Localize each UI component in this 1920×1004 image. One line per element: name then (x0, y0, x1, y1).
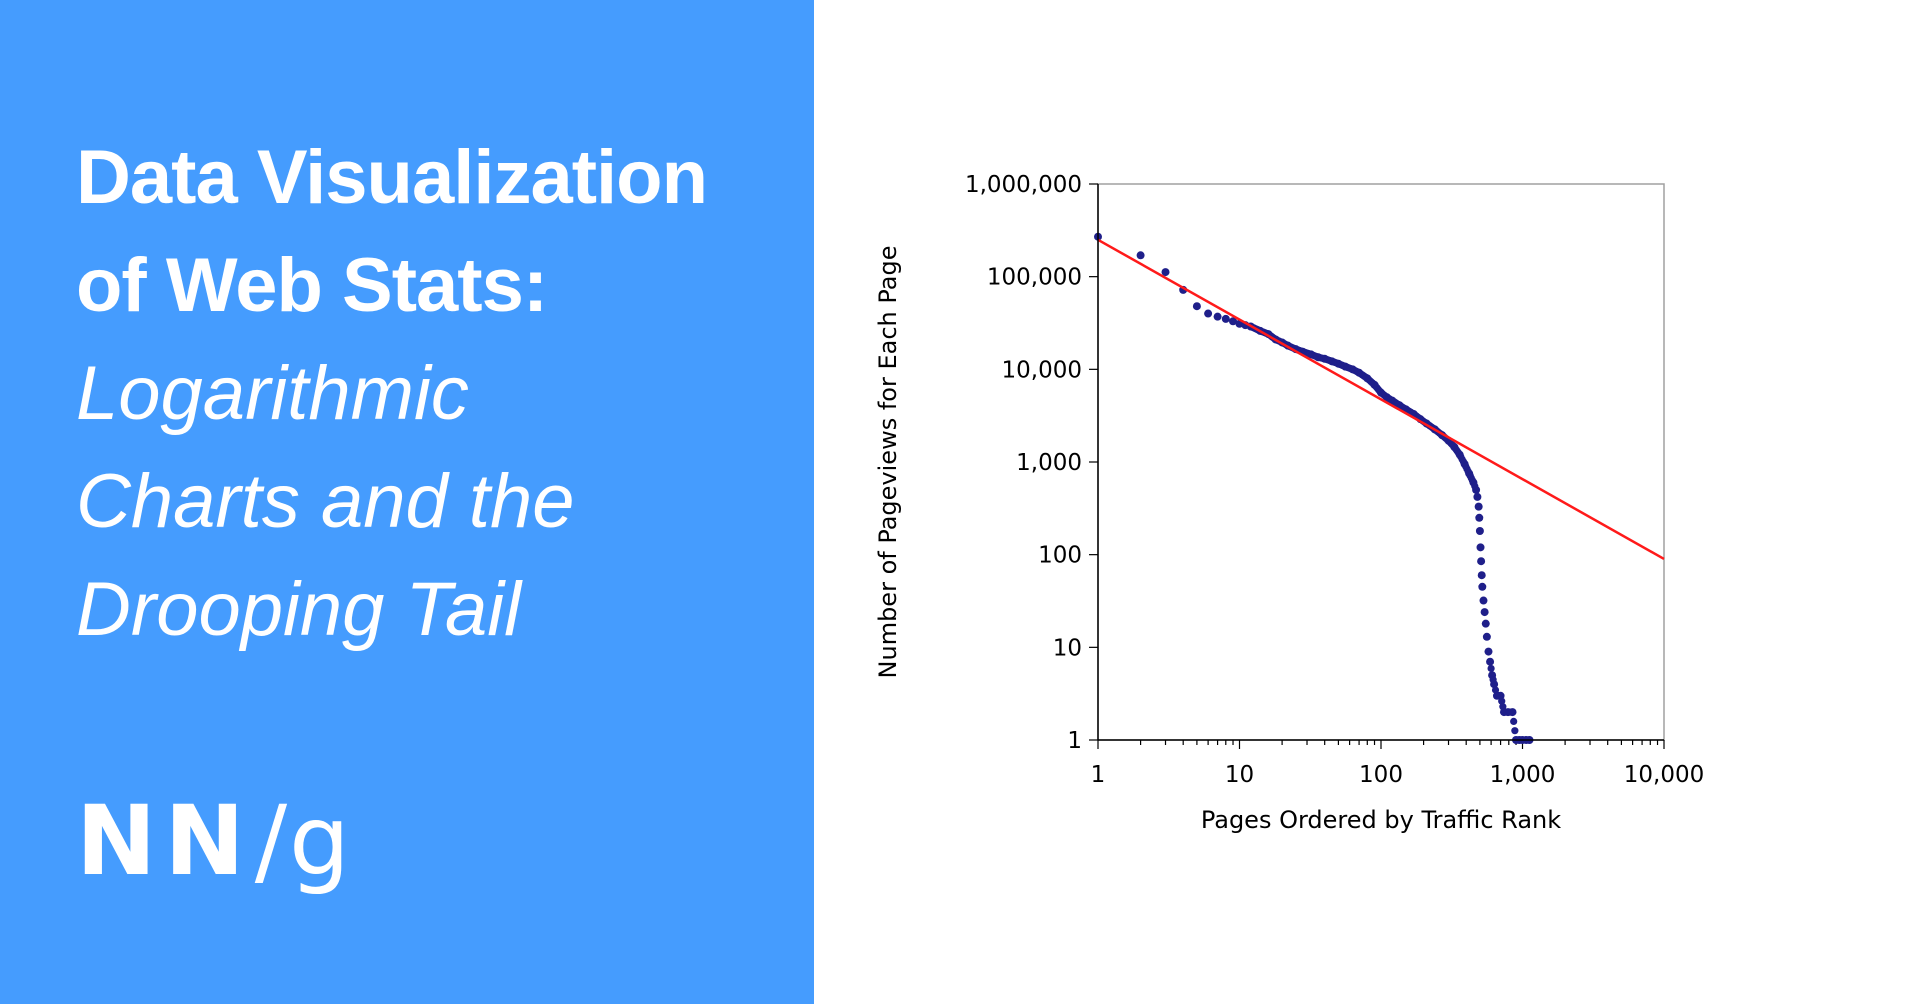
data-point (1161, 268, 1170, 277)
data-point (1229, 317, 1238, 326)
y-tick-label: 1 (1067, 728, 1082, 754)
y-tick-label: 100 (1038, 543, 1082, 569)
x-tick-label: 1,000 (1490, 762, 1556, 788)
plot-area (1097, 183, 1665, 741)
data-point-interp (1468, 476, 1476, 484)
data-point-interp (1511, 727, 1519, 735)
title-panel: Data Visualization of Web Stats: Logarit… (0, 0, 814, 1004)
data-point (1473, 492, 1482, 501)
data-point (1477, 557, 1486, 566)
subtitle-line-1: Logarithmic (76, 351, 469, 436)
data-point (1475, 513, 1484, 522)
x-tick-label: 10 (1225, 762, 1254, 788)
data-point-interp (1487, 664, 1495, 673)
data-point (1482, 632, 1491, 641)
data-point-interp (1471, 482, 1479, 490)
data-points (1094, 232, 1534, 744)
data-point-interp (1495, 692, 1503, 700)
data-point-interp (1499, 703, 1507, 711)
axis-ticks (1089, 183, 1665, 749)
data-point-interp (1510, 717, 1518, 726)
data-point-interp (1498, 697, 1506, 705)
subtitle-line-3: Drooping Tail (76, 567, 522, 652)
title-line-1: Data Visualization (76, 135, 708, 220)
fit-line-group (1097, 238, 1665, 560)
x-tick-label: 10,000 (1624, 762, 1704, 788)
x-tick-labels: 1 10 100 1,000 10,000 (1091, 762, 1705, 788)
y-tick-label: 100,000 (987, 265, 1082, 291)
fit-line (1097, 238, 1665, 560)
title-line-2: of Web Stats: (76, 243, 548, 328)
logo-slash: / (254, 785, 288, 897)
data-point (1204, 309, 1213, 318)
data-point (1481, 619, 1490, 628)
y-tick-label: 1,000 (1016, 450, 1082, 476)
logo-g: g (289, 785, 350, 897)
loglog-chart: 1 10 100 1,000 10,000 1 10 100 1,000 10,000 100,0… (874, 172, 1705, 834)
data-point (1475, 527, 1484, 536)
x-tick-label: 1 (1091, 762, 1106, 788)
data-point (1213, 312, 1222, 321)
chart-container: 1 10 100 1,000 10,000 1 10 100 1,000 10,000 100,0… (860, 150, 1880, 870)
data-point (1474, 502, 1483, 511)
data-point (1136, 251, 1145, 260)
data-point-interp (1489, 676, 1497, 684)
data-point (1480, 608, 1489, 617)
x-tick-label: 100 (1359, 762, 1403, 788)
y-tick-label: 10 (1053, 635, 1082, 661)
y-tick-label: 10,000 (1002, 357, 1082, 383)
y-axis-label: Number of Pageviews for Each Page (874, 246, 902, 679)
data-point (1192, 302, 1201, 311)
data-point-interp (1491, 686, 1500, 694)
data-point (1477, 571, 1486, 580)
nng-logo: NN/g (76, 786, 350, 896)
logo-nn: NN (76, 785, 253, 897)
y-tick-label: 1,000,000 (965, 172, 1082, 198)
page-title: Data Visualization of Web Stats: Logarit… (76, 124, 796, 664)
data-point (1478, 582, 1487, 591)
x-axis-label: Pages Ordered by Traffic Rank (1201, 806, 1561, 834)
data-point (1484, 647, 1493, 656)
y-tick-labels: 1 10 100 1,000 10,000 100,000 1,000,000 (965, 172, 1082, 754)
data-point (1479, 596, 1488, 605)
data-point (1486, 657, 1495, 666)
data-point (1476, 543, 1485, 552)
data-point-interp (1507, 708, 1515, 716)
data-point (1221, 314, 1230, 323)
subtitle-line-2: Charts and the (76, 459, 575, 544)
